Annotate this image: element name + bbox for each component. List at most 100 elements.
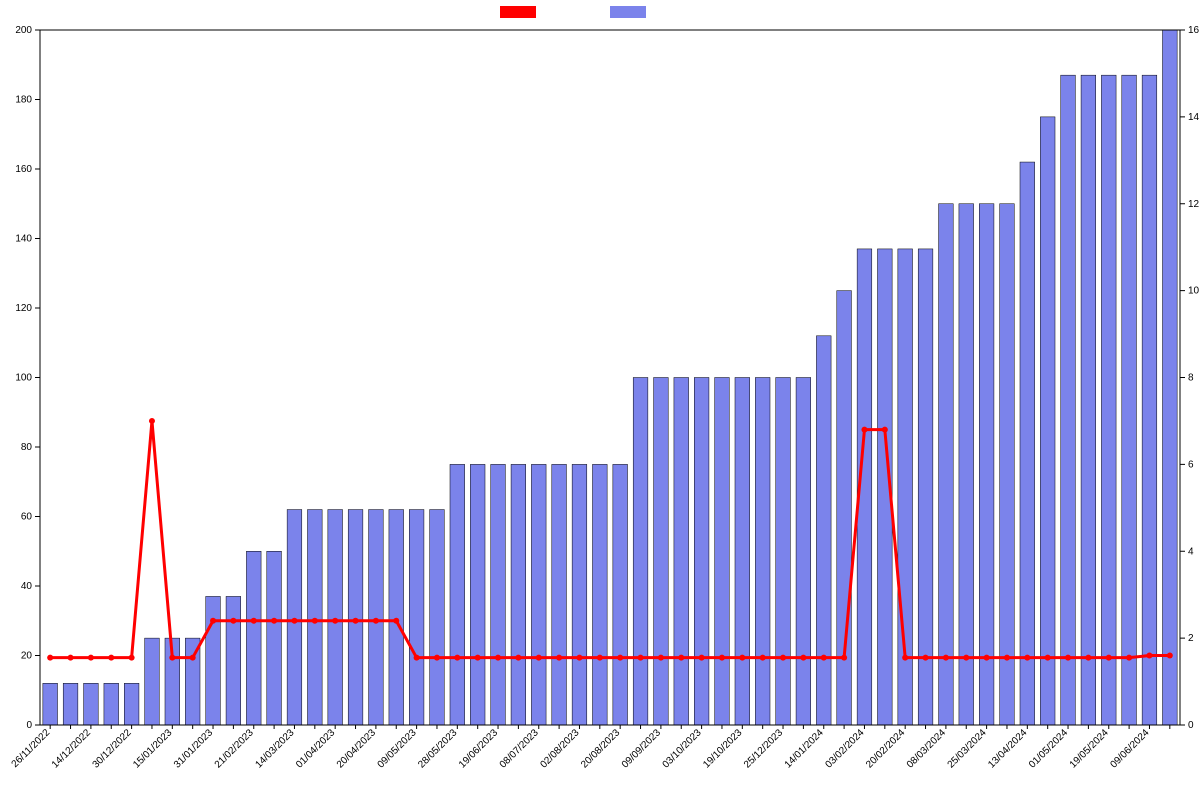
y-left-tick-label: 120 <box>15 303 32 314</box>
line-marker <box>699 655 705 661</box>
line-marker <box>658 655 664 661</box>
x-tick-label: 21/02/2023 <box>213 727 256 770</box>
line-marker <box>88 655 94 661</box>
bar <box>918 249 933 725</box>
line-marker <box>821 655 827 661</box>
bar <box>939 204 954 725</box>
bar <box>328 510 343 725</box>
line-marker <box>353 618 359 624</box>
line-marker <box>495 655 501 661</box>
y-left-tick-label: 180 <box>15 95 32 106</box>
bar <box>613 464 628 725</box>
bar <box>1122 75 1137 725</box>
x-tick-label: 01/04/2023 <box>294 727 337 770</box>
combo-chart: 0204060801001201401601802000246810121416… <box>0 0 1200 800</box>
y-right-tick-label: 0 <box>1188 720 1194 731</box>
line-marker <box>414 655 420 661</box>
bar <box>654 378 669 726</box>
bar <box>470 464 485 725</box>
bar <box>979 204 994 725</box>
y-right-tick-label: 4 <box>1188 546 1194 557</box>
bar <box>1061 75 1076 725</box>
line-marker <box>556 655 562 661</box>
bar <box>491 464 506 725</box>
line-marker <box>1106 655 1112 661</box>
y-right-tick-label: 14 <box>1188 112 1200 123</box>
bar <box>43 683 58 725</box>
bar <box>267 551 282 725</box>
line-marker <box>393 618 399 624</box>
legend-swatch-line <box>500 6 536 18</box>
line-marker <box>536 655 542 661</box>
bar <box>816 336 831 725</box>
x-tick-label: 26/11/2022 <box>10 727 53 770</box>
bar <box>1101 75 1116 725</box>
bar <box>511 464 526 725</box>
x-tick-label: 20/02/2024 <box>864 727 907 770</box>
line-marker <box>210 618 216 624</box>
bar <box>592 464 607 725</box>
line-marker <box>597 655 603 661</box>
x-tick-label: 19/05/2024 <box>1068 727 1111 770</box>
line-marker <box>719 655 725 661</box>
line-marker <box>841 655 847 661</box>
line-marker <box>1004 655 1010 661</box>
line-marker <box>332 618 338 624</box>
y-right-tick-label: 2 <box>1188 633 1194 644</box>
x-tick-label: 31/01/2023 <box>172 727 215 770</box>
bar <box>84 683 99 725</box>
bar <box>226 596 241 725</box>
bar <box>348 510 363 725</box>
line-marker <box>617 655 623 661</box>
y-left-tick-label: 160 <box>15 164 32 175</box>
x-tick-label: 25/12/2023 <box>742 727 785 770</box>
bar <box>633 378 648 726</box>
bar <box>755 378 770 726</box>
bar <box>552 464 567 725</box>
y-right-tick-label: 8 <box>1188 373 1194 384</box>
bar <box>959 204 974 725</box>
line-marker <box>1065 655 1071 661</box>
x-tick-label: 30/12/2022 <box>91 727 134 770</box>
bar <box>674 378 689 726</box>
bar <box>450 464 465 725</box>
x-tick-label: 14/01/2024 <box>783 727 826 770</box>
bar <box>206 596 221 725</box>
x-tick-label: 14/03/2023 <box>253 727 296 770</box>
line-marker <box>882 427 888 433</box>
line-marker <box>169 655 175 661</box>
line-marker <box>1126 655 1132 661</box>
line-marker <box>68 655 74 661</box>
x-tick-label: 19/06/2023 <box>457 727 500 770</box>
line-marker <box>108 655 114 661</box>
line-marker <box>291 618 297 624</box>
line-marker <box>943 655 949 661</box>
bar <box>796 378 811 726</box>
y-left-tick-label: 80 <box>21 442 33 453</box>
line-marker <box>923 655 929 661</box>
x-tick-label: 09/05/2023 <box>376 727 419 770</box>
line-marker <box>434 655 440 661</box>
y-left-tick-label: 140 <box>15 234 32 245</box>
y-left-tick-label: 60 <box>21 512 33 523</box>
x-tick-label: 20/04/2023 <box>335 727 378 770</box>
y-right-tick-label: 12 <box>1188 199 1200 210</box>
bar <box>735 378 750 726</box>
x-tick-label: 02/08/2023 <box>538 727 581 770</box>
bar <box>715 378 730 726</box>
line-marker <box>780 655 786 661</box>
x-tick-label: 03/02/2024 <box>823 727 866 770</box>
line-marker <box>271 618 277 624</box>
bar <box>287 510 302 725</box>
x-tick-label: 15/01/2023 <box>131 727 174 770</box>
line-marker <box>1045 655 1051 661</box>
x-tick-label: 08/07/2023 <box>498 727 541 770</box>
x-tick-label: 28/05/2023 <box>416 727 459 770</box>
line-marker <box>149 418 155 424</box>
line-marker <box>230 618 236 624</box>
x-tick-label: 14/12/2022 <box>50 727 93 770</box>
x-tick-label: 13/04/2024 <box>986 727 1029 770</box>
line-marker <box>1085 655 1091 661</box>
line-marker <box>963 655 969 661</box>
bar <box>1142 75 1157 725</box>
